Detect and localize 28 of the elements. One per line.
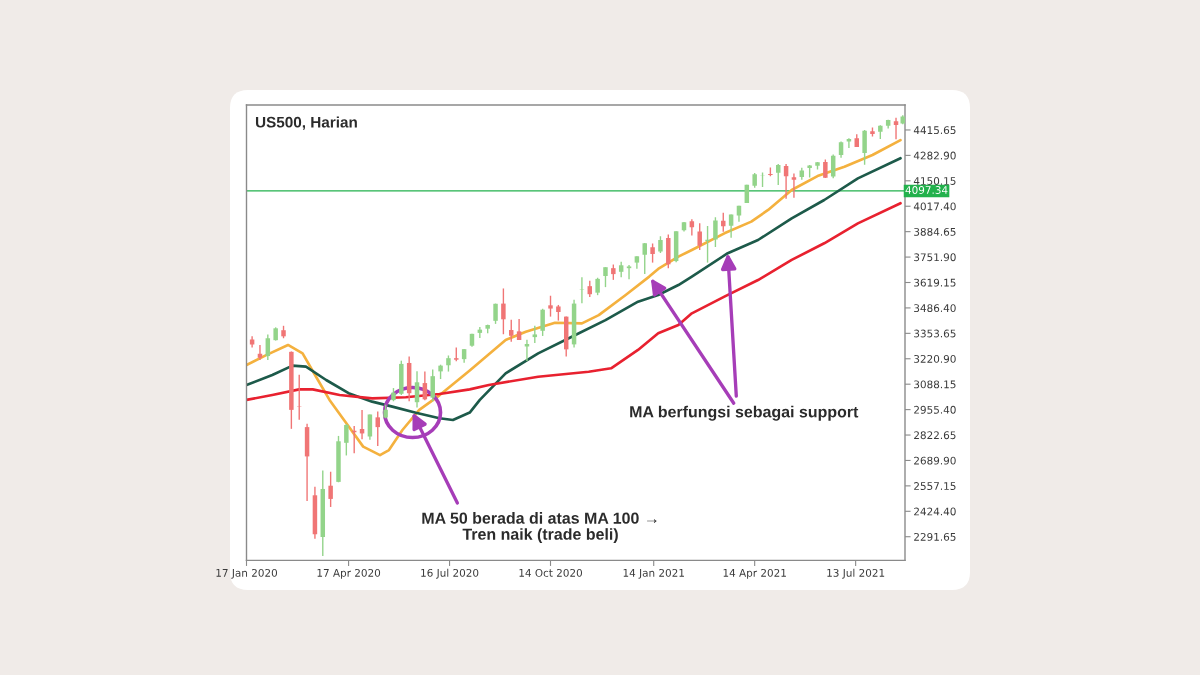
x-tick-label: 13 Jul 2021 bbox=[827, 568, 885, 579]
y-tick-label: 2557.15 bbox=[914, 482, 956, 490]
ref-line-label: 4097.34 bbox=[905, 186, 948, 194]
y-tick-label: 2291.65 bbox=[914, 532, 956, 541]
x-tick-label: 14 Jan 2021 bbox=[623, 568, 684, 579]
x-tick-label: 17 Jan 2020 bbox=[216, 568, 278, 579]
y-tick-label: 3486.40 bbox=[914, 304, 956, 313]
y-tick-label: 2955.40 bbox=[914, 405, 956, 414]
y-tick-label: 3220.90 bbox=[914, 354, 956, 363]
y-tick-label: 2822.65 bbox=[914, 431, 956, 440]
annotation: MA 50 berada di atas MA 100 → Tren naik (trade beli) bbox=[422, 512, 657, 544]
text: US500, Harian bbox=[255, 116, 357, 130]
y-tick-label: 3884.65 bbox=[914, 227, 956, 236]
y-tick-label: 4282.90 bbox=[913, 151, 956, 160]
y-tick-label: 4017.40 bbox=[913, 202, 956, 211]
y-tick-label: 2424.40 bbox=[914, 507, 956, 516]
y-tick-label: 3088.15 bbox=[914, 380, 956, 389]
x-tick-label: 14 Oct 2020 bbox=[519, 568, 583, 577]
x-tick-label: 14 Apr 2021 bbox=[723, 568, 786, 579]
y-tick-label: 3751.90 bbox=[914, 253, 956, 262]
y-tick-label: 3619.15 bbox=[914, 278, 956, 287]
x-tick-label: 16 Jul 2020 bbox=[421, 568, 479, 579]
y-tick-label: 2689.90 bbox=[914, 456, 956, 465]
y-tick-label: 4415.65 bbox=[913, 126, 956, 135]
y-tick-label: 4150.15 bbox=[913, 177, 956, 185]
x-tick-label: 17 Apr 2020 bbox=[317, 568, 381, 579]
y-tick-label: 3353.65 bbox=[914, 329, 956, 338]
annotation: MA berfungsi sebagai support bbox=[630, 405, 859, 421]
